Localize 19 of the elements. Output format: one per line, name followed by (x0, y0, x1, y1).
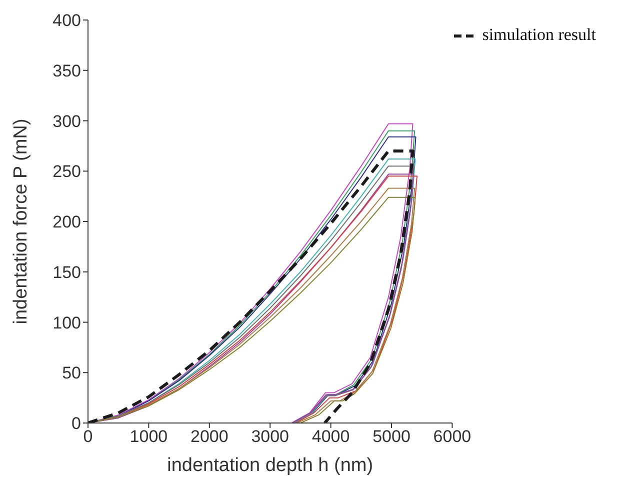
y-tick-label: 350 (52, 61, 81, 80)
y-axis-title: indentation force P (mN) (10, 118, 32, 324)
x-tick-label: 4000 (312, 427, 350, 446)
x-tick-label: 0 (83, 427, 93, 446)
y-tick-label: 0 (72, 414, 81, 434)
x-axis-title: indentation depth h (nm) (167, 455, 374, 476)
x-tick-label: 6000 (433, 427, 472, 446)
y-tick-label: 100 (52, 313, 81, 332)
legend-label: simulation result (482, 25, 596, 44)
y-tick-label: 300 (52, 112, 81, 131)
x-tick-label: 1000 (130, 427, 168, 446)
x-tick-label: 5000 (372, 427, 410, 446)
y-tick-label: 50 (62, 364, 81, 383)
y-tick-label: 250 (52, 162, 81, 182)
y-tick-label: 400 (52, 11, 81, 30)
x-tick-label: 3000 (251, 427, 290, 446)
y-tick-label: 150 (52, 262, 81, 282)
x-tick-label: 2000 (190, 427, 228, 446)
y-tick-label: 200 (52, 212, 81, 232)
